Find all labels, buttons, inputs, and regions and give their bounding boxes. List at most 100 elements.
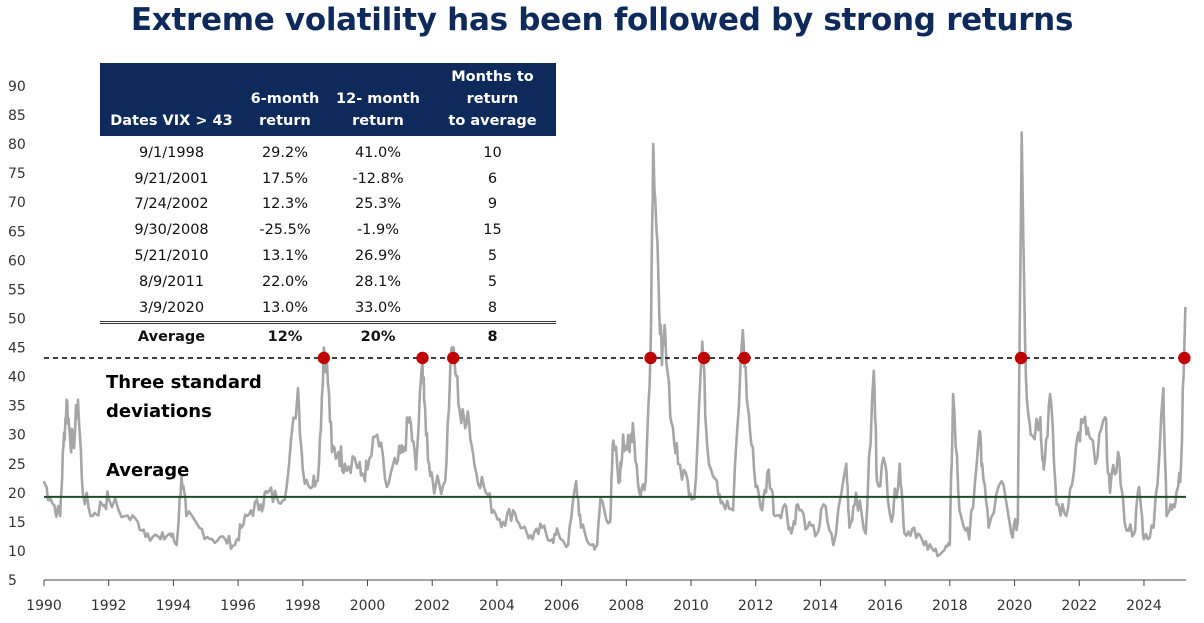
threshold-label-line2: deviations	[106, 401, 212, 422]
table-row: 9/30/2008 -25.5% -1.9% 15	[100, 217, 556, 243]
cell-12m: 33.0%	[354, 299, 402, 316]
y-tick-label: 40	[8, 370, 26, 386]
cell-12m: -1.9%	[356, 222, 400, 239]
vix-series-line	[42, 131, 1187, 558]
x-tick-label: 1994	[156, 598, 192, 614]
cell-average-12m: 20%	[327, 320, 429, 350]
x-tick-label: 2016	[867, 598, 903, 614]
table-row: 9/1/1998 29.2% 41.0% 10	[100, 136, 556, 166]
spike-marker	[697, 351, 711, 365]
vix-returns-table: Dates VIX > 43 6-month return 12- month re…	[100, 63, 556, 350]
x-tick-label: 2010	[673, 598, 709, 614]
cell-6m: 17.5%	[261, 170, 309, 187]
cell-date: 5/21/2010	[134, 248, 209, 265]
y-tick-label: 20	[8, 486, 26, 502]
table-row: 7/24/2002 12.3% 25.3% 9	[100, 192, 556, 218]
cell-6m: 29.2%	[261, 144, 309, 161]
y-tick-label: 65	[8, 224, 26, 240]
spike-marker	[1178, 351, 1191, 365]
cell-date: 9/21/2001	[134, 170, 209, 187]
spike-marker	[416, 351, 429, 365]
x-tick-label: 2006	[544, 598, 580, 614]
y-tick-label: 90	[8, 79, 26, 95]
cell-months: 5	[487, 248, 498, 265]
cell-date: 9/1/1998	[138, 144, 205, 161]
threshold-label-line1: Three standard	[106, 372, 262, 393]
cell-6m: 13.0%	[261, 299, 309, 316]
cell-average-6m: 12%	[243, 320, 327, 350]
series-layer	[42, 131, 1187, 558]
x-tick-label: 2022	[1061, 598, 1097, 614]
table-row: 8/9/2011 22.0% 28.1% 5	[100, 269, 556, 295]
x-tick-label: 2018	[932, 598, 968, 614]
x-tick-label: 2008	[609, 598, 645, 614]
y-tick-label: 25	[8, 457, 26, 473]
x-tick-label: 1996	[220, 598, 256, 614]
cell-12m: -12.8%	[352, 170, 404, 187]
spike-marker	[447, 351, 460, 365]
cell-6m: 22.0%	[261, 273, 309, 290]
cell-12m: 26.9%	[354, 248, 402, 265]
y-axis: 90 85 80 75 70 65 60 55 50 45 40 35 30 25 20 15 10 5	[8, 79, 26, 589]
x-tick-label: 1990	[26, 598, 62, 614]
x-tick-label: 1998	[285, 598, 321, 614]
header-12-month-return: 12- month return	[327, 63, 429, 136]
cell-months: 8	[487, 299, 498, 316]
cell-6m: -25.5%	[259, 222, 311, 239]
cell-12m: 25.3%	[354, 196, 402, 213]
x-tick-label: 2002	[414, 598, 450, 614]
table-row: 5/21/2010 13.1% 26.9% 5	[100, 243, 556, 269]
spike-marker	[1014, 351, 1028, 365]
table-row: 9/21/2001 17.5% -12.8% 6	[100, 166, 556, 192]
cell-average-months: 8	[429, 320, 556, 350]
spike-marker	[644, 351, 657, 365]
cell-12m: 28.1%	[354, 273, 402, 290]
cell-6m: 12.3%	[261, 196, 309, 213]
x-tick-label: 2020	[997, 598, 1033, 614]
cell-months: 6	[487, 170, 498, 187]
average-label: Average	[106, 460, 189, 481]
y-tick-label: 60	[8, 253, 26, 269]
x-tick-label: 2004	[479, 598, 515, 614]
cell-average-label: Average	[100, 320, 243, 350]
cell-date: 8/9/2011	[138, 273, 205, 290]
y-tick-label: 15	[8, 515, 26, 531]
cell-6m: 13.1%	[261, 248, 309, 265]
cell-months: 15	[483, 222, 502, 239]
cell-months: 9	[487, 196, 498, 213]
reference-lines	[44, 357, 1186, 498]
header-dates: Dates VIX > 43	[100, 63, 243, 136]
x-tick-label: 1992	[91, 598, 127, 614]
y-tick-label: 45	[8, 341, 26, 357]
header-months-to-average: Months to return to average	[429, 63, 556, 136]
y-tick-label: 5	[8, 573, 17, 589]
marker-layer	[317, 351, 1191, 365]
y-tick-label: 30	[8, 428, 26, 444]
x-tick-label: 2014	[803, 598, 839, 614]
spike-marker	[317, 351, 331, 365]
table-row: 3/9/2020 13.0% 33.0% 8	[100, 295, 556, 322]
y-tick-label: 10	[8, 544, 26, 560]
table-average-row: Average 12% 20% 8	[100, 320, 556, 350]
spike-marker	[738, 351, 751, 365]
cell-months: 5	[487, 273, 498, 290]
y-tick-label: 35	[8, 399, 26, 415]
y-tick-label: 75	[8, 166, 26, 182]
cell-date: 7/24/2002	[134, 196, 209, 213]
cell-months: 10	[483, 144, 502, 161]
y-tick-label: 85	[8, 108, 26, 124]
y-tick-label: 55	[8, 282, 26, 298]
chart-title: Extreme volatility has been followed by …	[130, 2, 1074, 38]
cell-date: 3/9/2020	[138, 299, 205, 316]
x-tick-label: 2024	[1126, 598, 1162, 614]
x-axis: 1990 1992 1994 1996 1998 2000 2002 2004 2006 2008…	[26, 579, 1186, 614]
cell-12m: 41.0%	[354, 144, 402, 161]
y-tick-label: 80	[8, 137, 26, 153]
table-header-row: Dates VIX > 43 6-month return 12- month re…	[100, 63, 556, 136]
x-tick-label: 2012	[738, 598, 774, 614]
y-tick-label: 70	[8, 195, 26, 211]
header-6-month-return: 6-month return	[243, 63, 327, 136]
y-tick-label: 50	[8, 311, 26, 327]
x-tick-label: 2000	[350, 598, 386, 614]
